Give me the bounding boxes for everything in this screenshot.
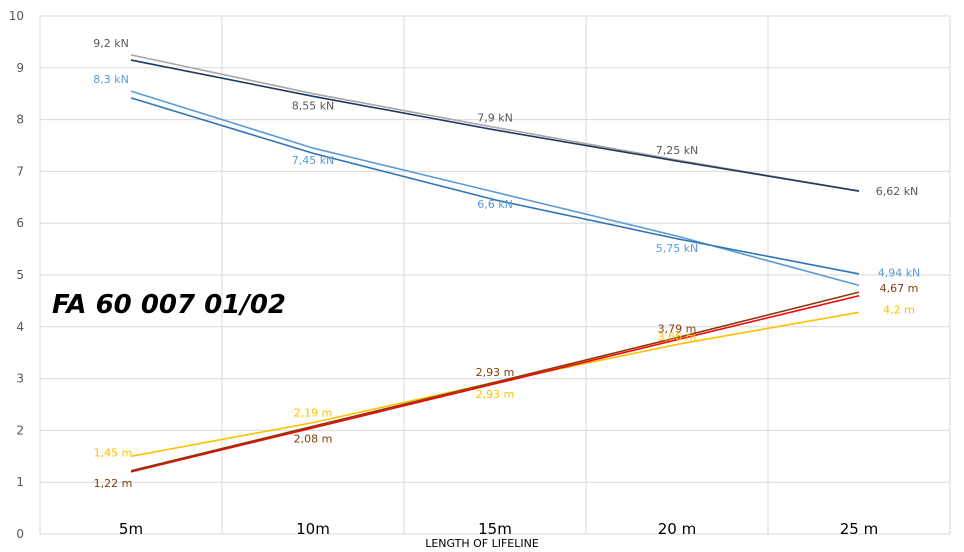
- x-tick-label: 10m: [296, 520, 330, 538]
- x-tick-label: 5m: [119, 520, 143, 538]
- y-tick-label: 5: [16, 268, 24, 282]
- series-line: [130, 291, 860, 472]
- x-tick-label: 25 m: [840, 520, 878, 538]
- y-axis-ticks: 0 1 2 3 4 5 6 7 8 9 10: [9, 9, 24, 541]
- data-labels: 9,2 kN 8,55 kN 7,9 kN 7,25 kN 6,62 kN 8,3 kN 7…: [93, 37, 920, 490]
- y-tick-label: 7: [16, 164, 24, 178]
- y-tick-label: 8: [16, 113, 24, 127]
- data-label: 3,79 m: [658, 323, 697, 336]
- series-line: [130, 90, 860, 287]
- x-tick-label: 20 m: [658, 520, 696, 538]
- data-label: 7,9 kN: [477, 111, 513, 124]
- data-label: 4,94 kN: [878, 266, 921, 279]
- gridlines: [39, 15, 951, 535]
- data-label: 8,55 kN: [292, 100, 335, 113]
- data-label: 9,2 kN: [93, 37, 129, 50]
- y-tick-label: 6: [16, 216, 24, 230]
- data-label: 2,93 m: [476, 388, 515, 401]
- y-tick-label: 0: [16, 527, 24, 541]
- data-label: 3,66 m: [658, 330, 697, 343]
- x-tick-label: 15m: [478, 520, 512, 538]
- x-axis-label: LENGTH OF LIFELINE: [425, 537, 539, 550]
- data-label: 7,25 kN: [656, 144, 699, 157]
- series-line: [130, 97, 860, 275]
- y-tick-label: 2: [16, 423, 24, 437]
- data-label: 2,19 m: [294, 407, 333, 420]
- data-label: 6,62 kN: [876, 185, 919, 198]
- data-label: 4,67 m: [880, 282, 919, 295]
- x-axis-ticks: 5m 10m 15m 20 m 25 m: [119, 520, 878, 538]
- series-line: [130, 294, 860, 473]
- y-tick-label: 1: [16, 475, 24, 489]
- data-label: 7,45 kN: [292, 154, 335, 167]
- series-line: [130, 59, 860, 192]
- data-label: 8,3 kN: [93, 73, 129, 86]
- data-label: 4,2 m: [883, 303, 915, 316]
- y-tick-label: 3: [16, 372, 24, 386]
- series-lines: [130, 54, 860, 473]
- y-tick-label: 10: [9, 9, 24, 23]
- chart-title: FA 60 007 01/02: [52, 290, 286, 320]
- data-label: 1,45 m: [94, 446, 133, 459]
- y-tick-label: 4: [16, 320, 24, 334]
- data-label: 6,6 kN: [477, 198, 513, 211]
- data-label: 2,93 m: [476, 366, 515, 379]
- data-label: 1,22 m: [94, 477, 133, 490]
- y-tick-label: 9: [16, 61, 24, 75]
- data-label: 2,08 m: [294, 432, 333, 445]
- data-label: 5,75 kN: [656, 242, 699, 255]
